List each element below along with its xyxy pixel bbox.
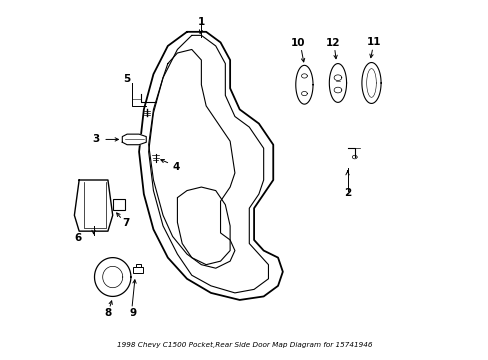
Text: 9: 9 bbox=[129, 309, 137, 318]
Bar bbox=[136, 264, 140, 267]
Text: 10: 10 bbox=[290, 38, 305, 48]
Text: 1998 Chevy C1500 Pocket,Rear Side Door Map Diagram for 15741946: 1998 Chevy C1500 Pocket,Rear Side Door M… bbox=[117, 342, 371, 348]
Text: 7: 7 bbox=[122, 218, 129, 228]
Text: 3: 3 bbox=[92, 134, 100, 144]
Bar bbox=[133, 267, 142, 274]
Text: 8: 8 bbox=[104, 309, 111, 318]
Polygon shape bbox=[122, 134, 146, 145]
Text: 6: 6 bbox=[74, 233, 81, 243]
Text: 1: 1 bbox=[197, 17, 204, 27]
Text: 5: 5 bbox=[123, 75, 130, 85]
FancyBboxPatch shape bbox=[112, 199, 124, 210]
Text: 4: 4 bbox=[172, 162, 180, 172]
Text: 12: 12 bbox=[325, 38, 340, 48]
Text: 11: 11 bbox=[366, 37, 380, 48]
Text: 2: 2 bbox=[343, 188, 350, 198]
